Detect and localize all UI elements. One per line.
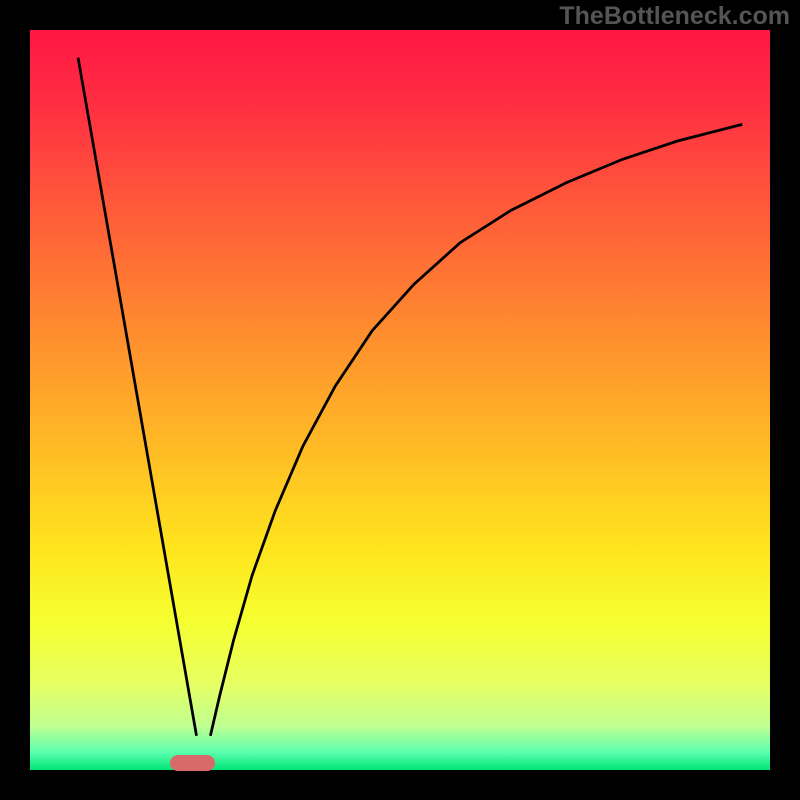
right-curve <box>210 124 742 735</box>
trough-marker <box>170 755 215 771</box>
watermark-text: TheBottleneck.com <box>559 2 790 31</box>
chart-container: TheBottleneck.com <box>0 0 800 800</box>
left-curve <box>78 58 196 736</box>
plot-area <box>30 30 770 770</box>
bottleneck-curves <box>30 30 770 770</box>
